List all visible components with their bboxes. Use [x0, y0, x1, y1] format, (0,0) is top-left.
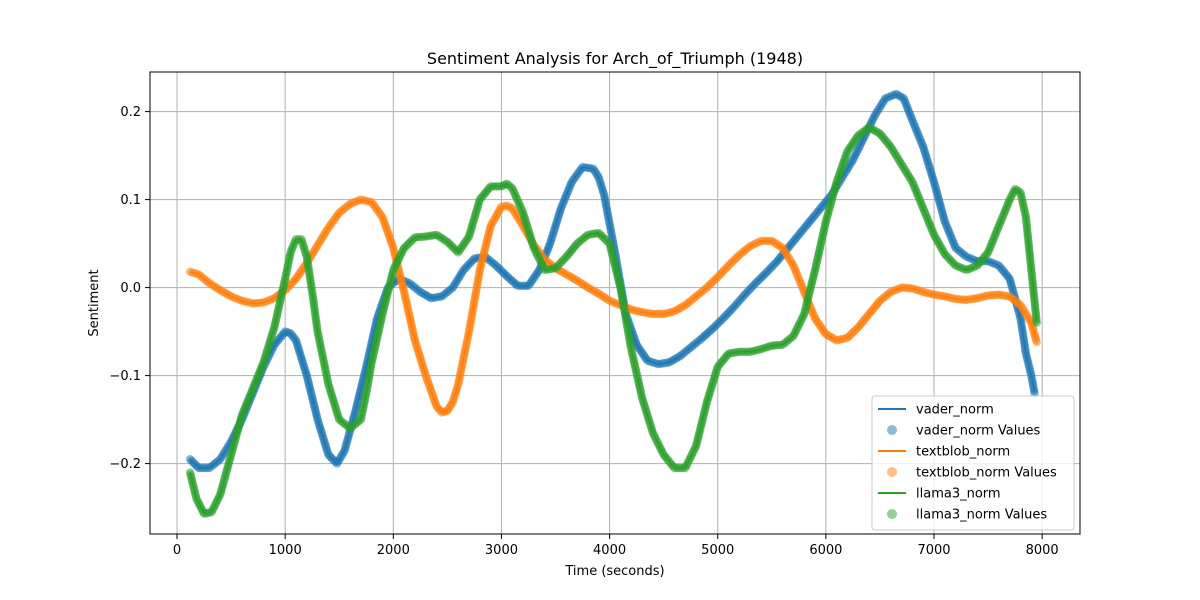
series-line-llama3_norm: [189, 126, 1038, 515]
y-axis-ticks: −0.2 −0.1 0.0 0.1 0.2: [109, 105, 150, 472]
x-tick-label: 3000: [485, 543, 518, 558]
x-tick-label: 8000: [1026, 543, 1059, 558]
series-llama3_norm: [185, 123, 1041, 518]
legend-marker-swatch: [887, 467, 897, 477]
legend-entry-label: textblob_norm: [916, 445, 1010, 460]
series-line-textblob_norm: [189, 198, 1038, 414]
x-tick-label: 7000: [917, 543, 950, 558]
legend-marker-swatch: [887, 425, 897, 435]
chart-title: Sentiment Analysis for Arch_of_Triumph (…: [427, 49, 803, 69]
y-axis-label: Sentiment: [87, 269, 102, 336]
y-tick-label: −0.2: [109, 457, 141, 472]
y-tick-label: 0.1: [120, 193, 141, 208]
x-tick-label: 2000: [377, 543, 410, 558]
x-axis-label: Time (seconds): [564, 564, 664, 579]
legend-entry-label: llama3_norm: [916, 487, 1001, 502]
data-point: [1032, 318, 1041, 327]
legend-entry-label: vader_norm: [916, 403, 994, 418]
legend-marker-swatch: [887, 509, 897, 519]
x-axis-ticks: 0 1000 2000 3000 4000 5000 6000 7000 8000: [173, 534, 1059, 558]
legend-entry-label: vader_norm Values: [916, 424, 1041, 439]
legend: vader_norm vader_norm Values textblob_norm…: [871, 395, 1075, 531]
y-tick-label: 0.2: [120, 105, 141, 120]
x-tick-label: 0: [173, 543, 181, 558]
x-tick-label: 4000: [593, 543, 626, 558]
series-line-vader_norm: [189, 93, 1036, 469]
plot-area: 0 1000 2000 3000 4000 5000 6000 7000 8000 −0.2−0…: [109, 71, 1081, 558]
y-tick-label: 0.0: [120, 281, 141, 296]
legend-entry-label: textblob_norm Values: [916, 466, 1057, 481]
y-tick-label: −0.1: [109, 369, 141, 384]
x-tick-label: 5000: [701, 543, 734, 558]
x-tick-label: 6000: [809, 543, 842, 558]
series-layer: [185, 89, 1041, 518]
legend-entry-label: llama3_norm Values: [916, 508, 1047, 523]
legend-box: [871, 395, 1075, 531]
x-tick-label: 1000: [269, 543, 302, 558]
axes-frame: [149, 71, 1081, 535]
